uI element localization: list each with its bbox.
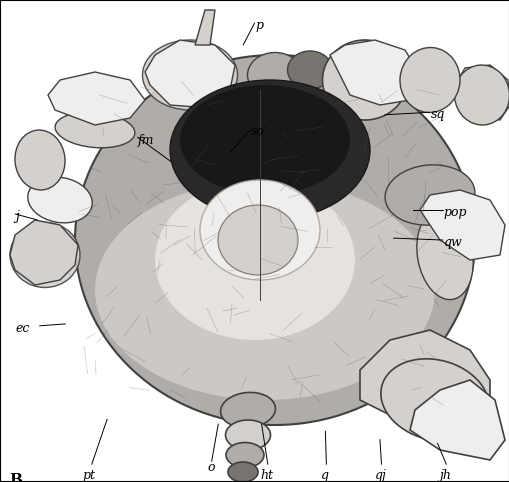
- Ellipse shape: [10, 223, 80, 287]
- Polygon shape: [359, 330, 489, 440]
- Text: pop: pop: [443, 206, 466, 219]
- Ellipse shape: [55, 112, 134, 148]
- Text: ec: ec: [15, 322, 30, 335]
- Ellipse shape: [155, 180, 354, 340]
- Ellipse shape: [27, 177, 92, 223]
- Ellipse shape: [15, 130, 65, 190]
- Ellipse shape: [416, 211, 472, 300]
- Ellipse shape: [454, 65, 508, 125]
- Ellipse shape: [180, 85, 349, 195]
- Ellipse shape: [200, 180, 319, 280]
- Text: p: p: [254, 19, 263, 32]
- Text: B: B: [9, 473, 22, 482]
- Ellipse shape: [322, 40, 407, 120]
- Polygon shape: [419, 190, 504, 260]
- Text: ht: ht: [260, 469, 272, 482]
- Text: pt: pt: [82, 469, 95, 482]
- Ellipse shape: [95, 180, 434, 400]
- Ellipse shape: [169, 80, 369, 220]
- Text: qw: qw: [443, 236, 462, 249]
- Polygon shape: [409, 380, 504, 460]
- Ellipse shape: [220, 392, 275, 428]
- Ellipse shape: [217, 205, 297, 275]
- Text: so: so: [250, 125, 264, 138]
- Text: q: q: [321, 469, 329, 482]
- Text: fm: fm: [137, 134, 154, 147]
- Ellipse shape: [228, 462, 258, 482]
- Ellipse shape: [380, 359, 488, 441]
- Polygon shape: [10, 220, 78, 285]
- Text: jh: jh: [439, 469, 450, 482]
- Polygon shape: [194, 10, 215, 45]
- Ellipse shape: [287, 51, 332, 89]
- Ellipse shape: [225, 442, 264, 468]
- Ellipse shape: [384, 165, 474, 225]
- Text: qj: qj: [375, 469, 386, 482]
- Ellipse shape: [225, 420, 270, 450]
- Text: j: j: [15, 210, 19, 223]
- Polygon shape: [454, 65, 509, 120]
- Ellipse shape: [247, 53, 302, 97]
- Text: o: o: [207, 461, 214, 474]
- Ellipse shape: [75, 55, 474, 425]
- Polygon shape: [48, 72, 145, 125]
- Ellipse shape: [142, 40, 237, 110]
- Polygon shape: [145, 40, 235, 108]
- Text: sq: sq: [430, 108, 444, 121]
- Polygon shape: [329, 40, 419, 105]
- Ellipse shape: [399, 48, 459, 112]
